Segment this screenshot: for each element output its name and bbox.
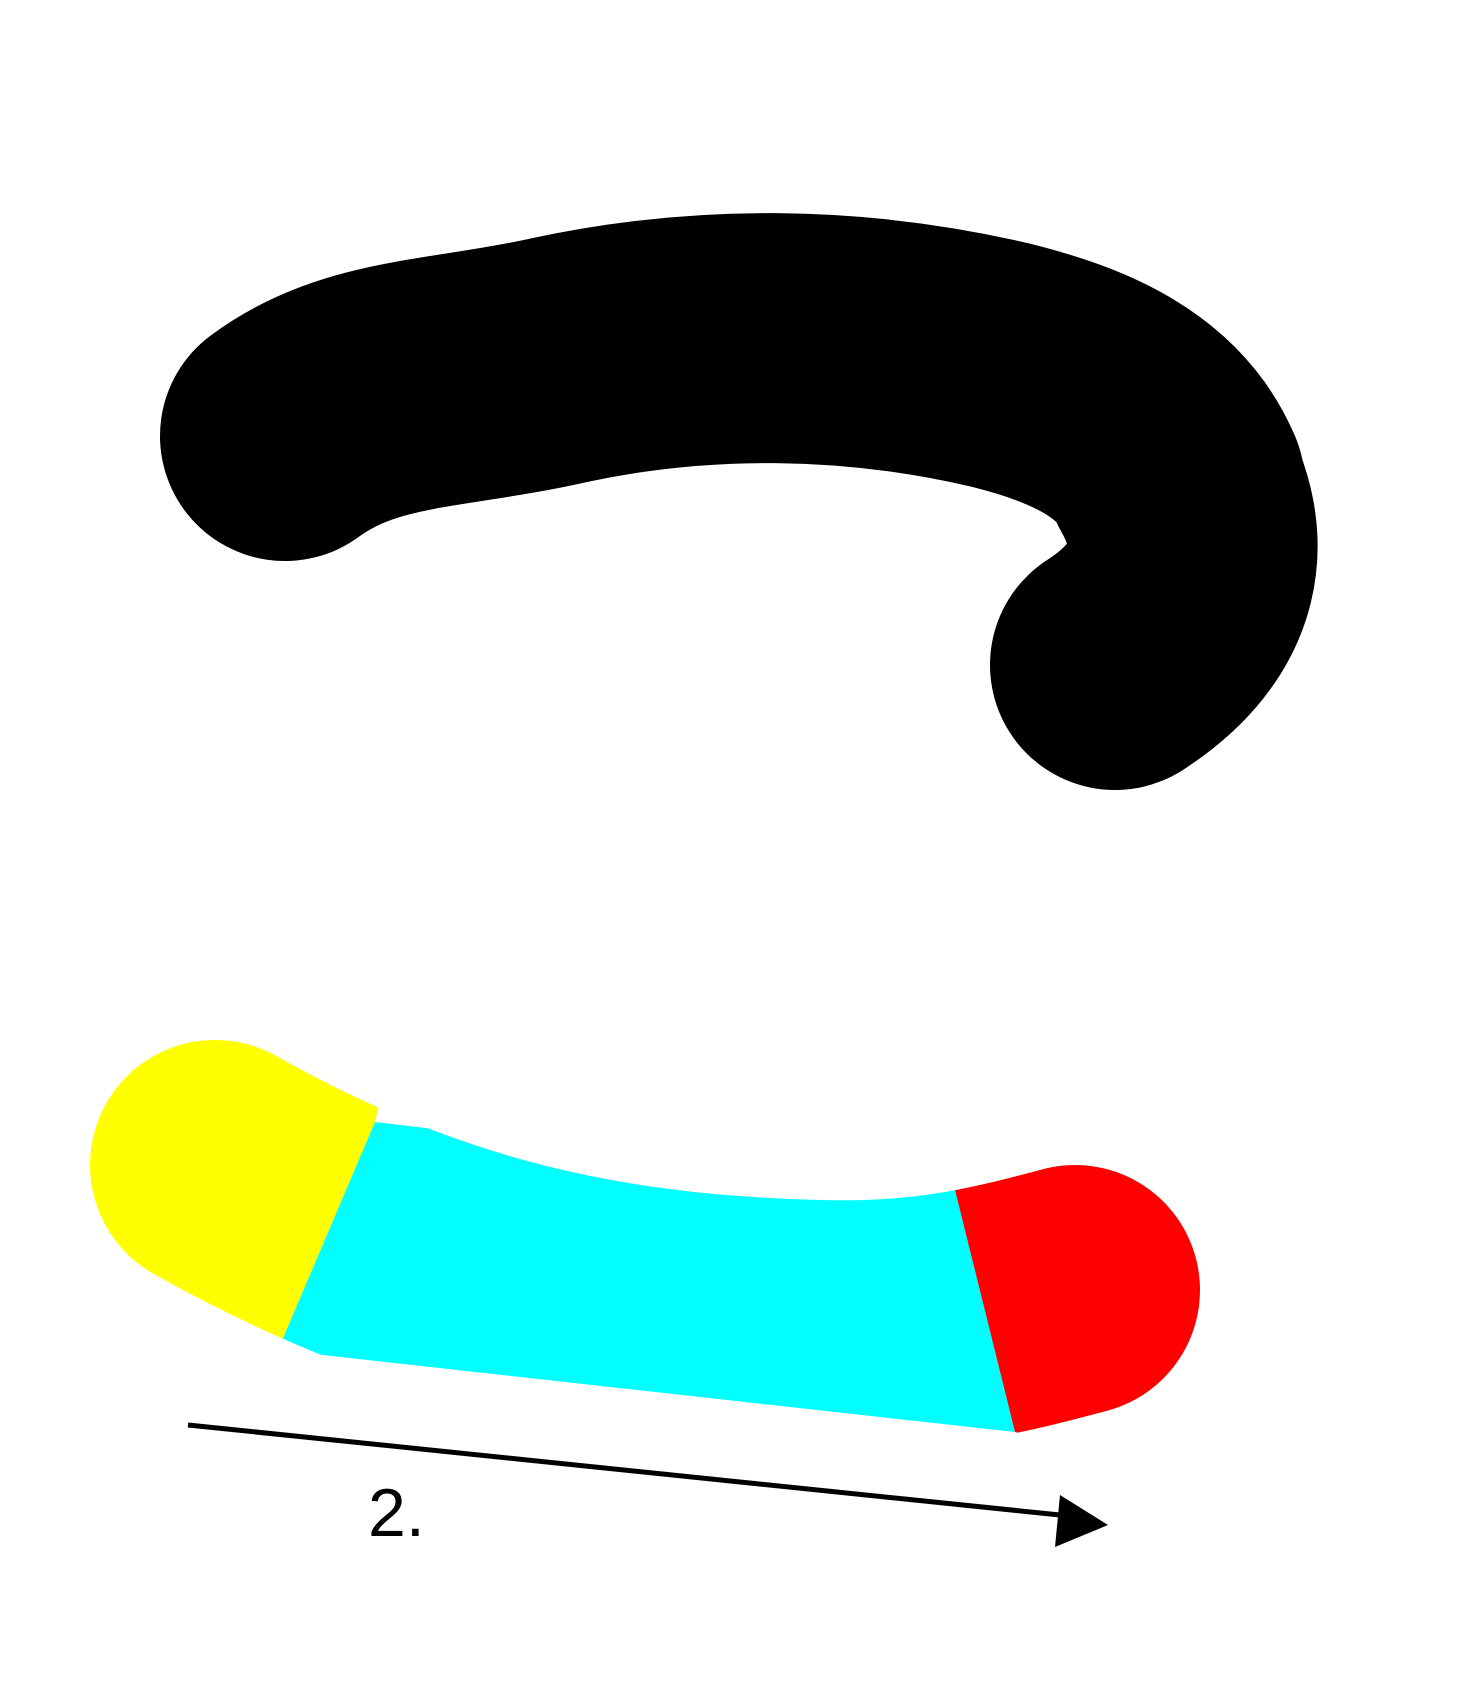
segment-middle bbox=[278, 1122, 1015, 1432]
arrowhead bbox=[1055, 1495, 1108, 1547]
step-label: 2. bbox=[368, 1475, 425, 1551]
top-stroke-hook bbox=[990, 345, 1318, 790]
bottom-segmented-stroke bbox=[90, 1040, 1200, 1451]
arrow-shaft bbox=[187, 1422, 1061, 1518]
top-brush-stroke bbox=[160, 213, 1318, 790]
direction-arrow: 2. bbox=[187, 1422, 1108, 1551]
